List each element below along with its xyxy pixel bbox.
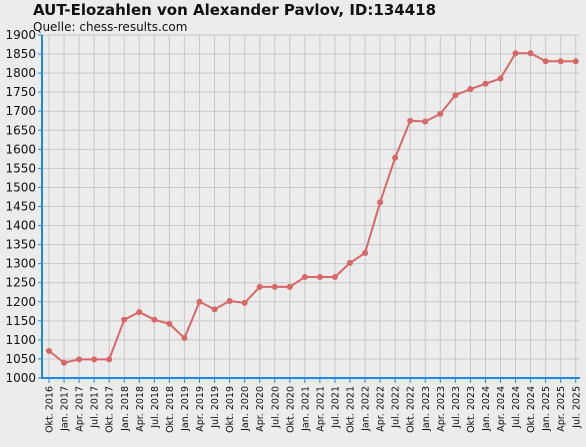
y-tick-label: 1750	[5, 85, 36, 99]
y-tick-label: 1650	[5, 123, 36, 137]
y-tick-label: 1350	[5, 238, 36, 252]
data-point	[347, 259, 353, 266]
x-tick-label: Jan. 2024	[481, 386, 492, 432]
y-tick-label: 1850	[5, 47, 36, 61]
y-axis-ticks: 1000 1050 1100 1150 1200 1250 1300 1350 1400 1450…	[5, 28, 42, 385]
x-tick-label: Apr. 2022	[376, 386, 387, 432]
data-point	[256, 283, 263, 290]
data-point	[76, 356, 83, 363]
chart-title: AUT-Elozahlen von Alexander Pavlov, ID:1…	[33, 1, 437, 19]
data-point	[482, 80, 489, 87]
data-point	[377, 199, 384, 206]
data-point	[46, 347, 52, 354]
x-tick-label: Okt. 2018	[165, 386, 176, 433]
y-tick-label: 1050	[5, 352, 36, 366]
y-tick-label: 1700	[5, 104, 36, 118]
data-point	[61, 359, 68, 366]
x-tick-label: Jul. 2021	[330, 386, 341, 429]
y-tick-label: 1450	[5, 200, 36, 214]
y-tick-label: 1600	[5, 142, 36, 156]
grid-lines	[42, 34, 580, 379]
data-point	[286, 283, 293, 290]
data-point	[527, 50, 534, 57]
x-tick-label: Jul. 2025	[571, 386, 582, 429]
y-tick-label: 1200	[5, 295, 36, 309]
y-tick-label: 1550	[5, 161, 36, 175]
x-tick-label: Jan. 2018	[120, 386, 131, 432]
data-point	[557, 58, 564, 65]
x-tick-label: Apr. 2025	[556, 386, 567, 432]
x-tick-label: Jul. 2019	[210, 386, 221, 429]
x-tick-label: Jul. 2020	[270, 386, 281, 429]
data-point	[512, 50, 519, 57]
x-tick-label: Jan. 2021	[300, 386, 311, 432]
series	[46, 50, 579, 366]
x-tick-label: Okt. 2020	[285, 386, 296, 433]
x-tick-label: Jan. 2020	[240, 386, 251, 432]
data-point	[407, 117, 414, 124]
data-point	[572, 58, 579, 65]
data-point	[196, 298, 203, 305]
y-tick-label: 1500	[5, 180, 36, 194]
y-tick-label: 1150	[5, 314, 36, 328]
x-tick-label: Okt. 2019	[225, 386, 236, 433]
data-point	[331, 274, 338, 281]
data-point	[437, 110, 444, 117]
data-point	[422, 118, 429, 125]
data-point	[106, 356, 113, 363]
x-tick-label: Apr. 2024	[496, 386, 507, 432]
data-point	[226, 298, 233, 305]
y-tick-label: 1100	[5, 333, 36, 347]
x-tick-label: Okt. 2022	[406, 386, 417, 433]
y-tick-label: 1300	[5, 257, 36, 271]
x-tick-label: Apr. 2018	[135, 386, 146, 432]
x-tick-label: Jul. 2018	[150, 386, 161, 429]
data-point	[497, 75, 504, 82]
x-axis-ticks: Okt. 2016 Jan. 2017 Apr. 2017 Jul. 2017 Okt.…	[45, 378, 582, 433]
x-tick-label: Jan. 2023	[421, 386, 432, 432]
x-tick-label: Okt. 2024	[526, 386, 537, 433]
data-point	[166, 320, 173, 327]
y-tick-label: 1250	[5, 276, 36, 290]
data-point	[392, 154, 399, 161]
data-point	[121, 316, 128, 323]
data-point	[91, 356, 98, 363]
chart-subtitle: Quelle: chess-results.com	[33, 20, 188, 34]
x-tick-label: Apr. 2017	[75, 386, 86, 432]
data-point	[452, 92, 459, 99]
data-point	[301, 274, 308, 281]
x-tick-label: Jan. 2025	[541, 386, 552, 432]
x-tick-label: Jan. 2022	[361, 386, 372, 432]
data-point	[211, 306, 218, 313]
x-tick-label: Jul. 2024	[511, 386, 522, 429]
x-tick-label: Apr. 2020	[255, 386, 266, 432]
x-tick-label: Jul. 2023	[451, 386, 462, 429]
y-tick-label: 1400	[5, 219, 36, 233]
x-tick-label: Jan. 2019	[180, 386, 191, 432]
data-point	[271, 283, 278, 290]
x-tick-label: Jan. 2017	[60, 386, 71, 432]
data-point	[467, 86, 474, 93]
y-tick-label: 1900	[5, 28, 36, 42]
data-point	[316, 274, 323, 281]
y-tick-label: 1000	[5, 371, 36, 385]
x-tick-label: Jul. 2017	[90, 386, 101, 429]
data-point	[362, 249, 369, 256]
x-tick-label: Apr. 2023	[436, 386, 447, 432]
x-tick-label: Okt. 2017	[105, 386, 116, 433]
x-tick-label: Apr. 2021	[315, 386, 326, 432]
x-tick-label: Okt. 2021	[346, 386, 357, 433]
x-tick-label: Okt. 2016	[45, 386, 56, 433]
data-point	[181, 334, 188, 341]
data-point	[151, 316, 158, 323]
series-line	[48, 52, 576, 364]
data-point	[136, 309, 143, 316]
data-point	[241, 299, 248, 306]
x-tick-label: Apr. 2019	[195, 386, 206, 432]
x-tick-label: Jul. 2022	[391, 386, 402, 429]
y-tick-label: 1800	[5, 66, 36, 80]
x-tick-label: Okt. 2023	[466, 386, 477, 433]
data-point	[542, 58, 549, 65]
